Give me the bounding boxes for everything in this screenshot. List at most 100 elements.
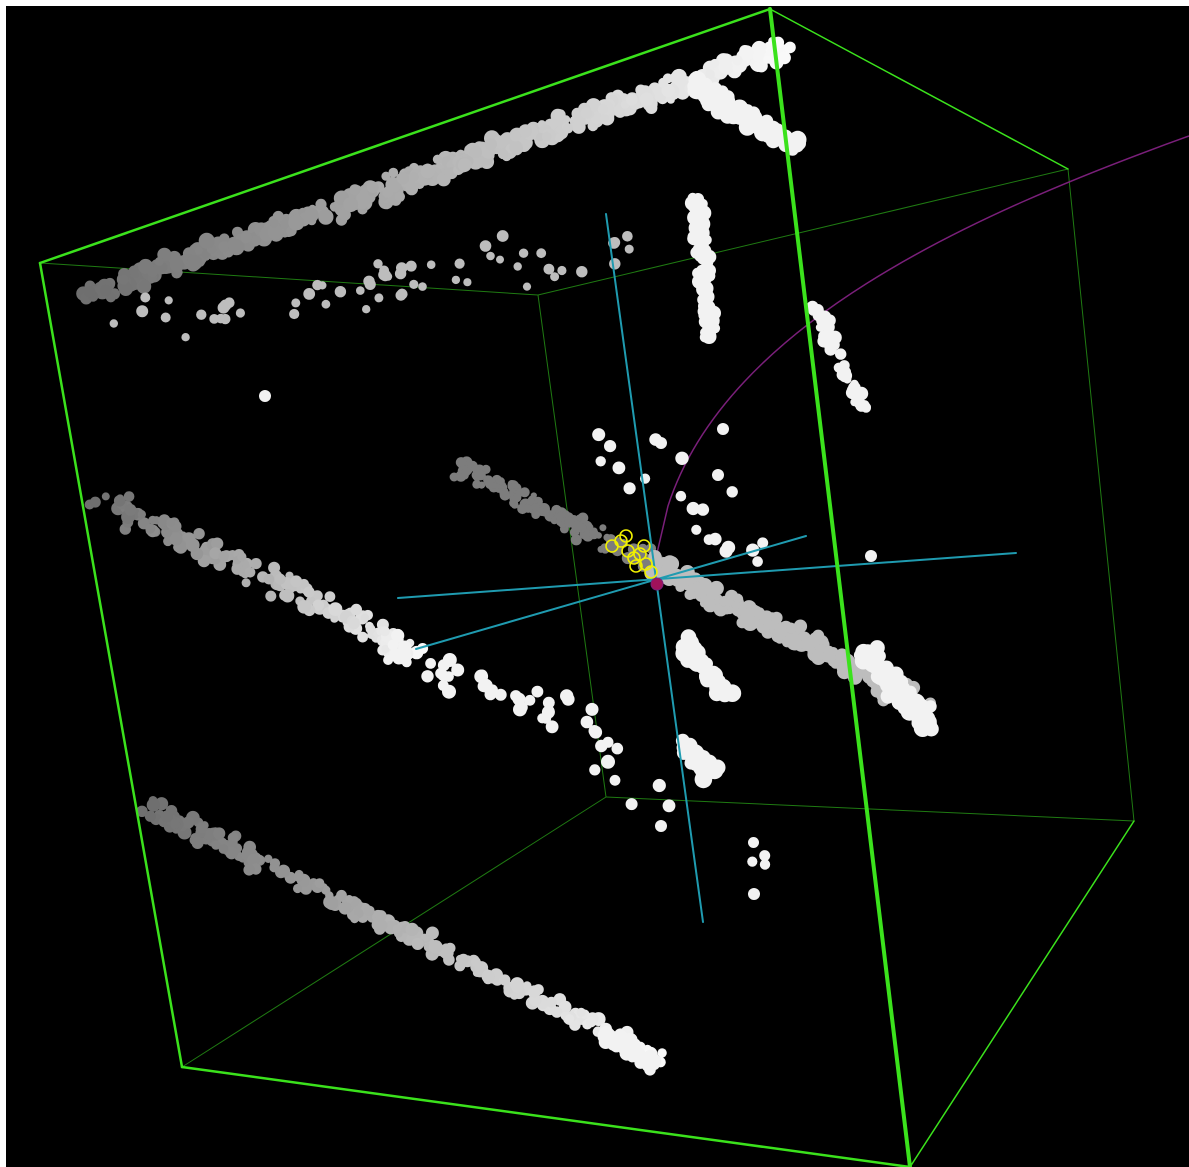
- point: [181, 333, 190, 342]
- point: [748, 837, 759, 848]
- point: [529, 987, 540, 998]
- point: [609, 258, 621, 270]
- point: [474, 469, 485, 481]
- point: [118, 274, 129, 285]
- point: [554, 109, 566, 121]
- point: [697, 304, 712, 319]
- point: [263, 573, 275, 585]
- point: [675, 490, 687, 502]
- 3d-viewport[interactable]: [6, 6, 1189, 1167]
- highlighted-points: [605, 529, 664, 591]
- point: [719, 597, 728, 607]
- point: [374, 293, 384, 303]
- point: [580, 715, 594, 729]
- point: [908, 696, 921, 709]
- point: [220, 313, 231, 325]
- point: [833, 362, 844, 373]
- point: [518, 124, 533, 138]
- point: [522, 981, 532, 991]
- point: [700, 327, 711, 338]
- point: [185, 538, 200, 552]
- point: [718, 59, 733, 75]
- point: [99, 284, 112, 297]
- point: [603, 533, 611, 542]
- point: [585, 1017, 597, 1028]
- point: [709, 532, 722, 546]
- point: [182, 816, 195, 829]
- point: [723, 684, 742, 702]
- point: [657, 1048, 667, 1058]
- point: [491, 482, 498, 489]
- point: [695, 653, 709, 668]
- point: [494, 688, 507, 701]
- point: [597, 104, 608, 115]
- point: [303, 586, 315, 598]
- point: [193, 528, 205, 540]
- point: [653, 85, 663, 96]
- point: [786, 623, 797, 634]
- point: [595, 532, 602, 539]
- point: [455, 457, 467, 468]
- point: [570, 534, 582, 546]
- point: [109, 319, 119, 328]
- point: [451, 275, 461, 285]
- point: [709, 323, 721, 334]
- point: [387, 639, 399, 651]
- point: [865, 550, 877, 562]
- box-edge: [38, 7, 772, 265]
- point: [622, 231, 633, 242]
- point: [288, 214, 304, 231]
- point: [709, 580, 724, 596]
- point: [209, 547, 222, 560]
- point: [711, 676, 724, 689]
- point: [662, 799, 676, 813]
- point: [160, 312, 171, 323]
- point: [625, 93, 638, 106]
- point-cloud-scene[interactable]: [6, 6, 1189, 1167]
- point: [394, 267, 407, 280]
- point: [166, 518, 176, 527]
- point: [666, 95, 675, 104]
- point: [588, 725, 601, 737]
- point: [697, 253, 709, 265]
- point: [912, 707, 930, 725]
- point: [389, 648, 401, 660]
- point: [763, 123, 774, 134]
- point: [124, 503, 137, 516]
- point: [343, 197, 359, 213]
- point: [84, 286, 96, 298]
- point: [392, 924, 402, 934]
- point: [330, 614, 339, 623]
- point: [409, 279, 419, 289]
- point: [732, 55, 743, 66]
- point: [454, 258, 465, 269]
- point: [715, 104, 728, 117]
- point: [510, 690, 522, 702]
- point: [752, 556, 763, 567]
- point: [366, 181, 379, 194]
- box-edge: [537, 168, 1069, 296]
- point: [519, 487, 530, 498]
- point: [531, 503, 540, 512]
- point: [589, 764, 601, 776]
- point: [198, 232, 215, 249]
- point: [375, 910, 387, 922]
- point: [350, 914, 359, 924]
- point: [418, 282, 427, 291]
- point: [518, 248, 529, 258]
- point: [101, 492, 110, 501]
- point: [624, 244, 634, 254]
- point: [428, 940, 443, 954]
- point: [717, 423, 729, 435]
- point: [646, 1054, 657, 1065]
- point: [771, 614, 780, 624]
- point: [338, 208, 351, 221]
- point: [625, 798, 638, 811]
- box-edge: [180, 1065, 912, 1167]
- point: [196, 309, 207, 320]
- point: [599, 524, 607, 532]
- point: [561, 510, 570, 518]
- point: [682, 737, 698, 753]
- point: [680, 629, 697, 645]
- point: [543, 263, 555, 275]
